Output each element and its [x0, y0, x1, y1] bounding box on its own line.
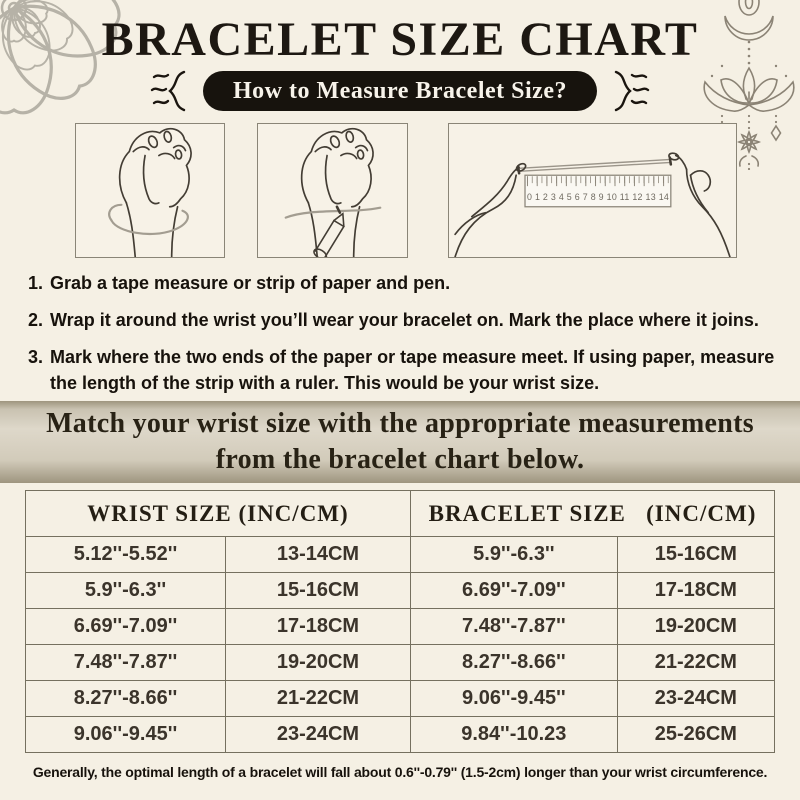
step-text: Mark where the two ends of the paper or …: [50, 347, 775, 394]
bracelet-inch-cell: 9.06''-9.45'': [409, 680, 618, 717]
wrist-cm-cell: 15-16CM: [224, 572, 411, 609]
table-row: 5.12''-5.52'' 13-14CM 5.9''-6.3'' 15-16C…: [25, 536, 776, 573]
wrist-cm-cell: 23-24CM: [224, 716, 411, 753]
table-row: 5.9''-6.3'' 15-16CM 6.69''-7.09'' 17-18C…: [25, 572, 776, 609]
size-table-header-row: WRIST SIZE (INC/CM) BRACELET SIZE (INC/C…: [25, 490, 776, 537]
measuring-steps: 1. Grab a tape measure or strip of paper…: [28, 270, 776, 407]
wrist-cm-cell: 17-18CM: [224, 608, 411, 645]
bracelet-inch-cell: 6.69''-7.09'': [409, 572, 618, 609]
bracelet-cm-cell: 23-24CM: [616, 680, 776, 717]
wrist-cm-cell: 19-20CM: [224, 644, 411, 681]
step-number: 1.: [28, 273, 44, 293]
bracelet-cm-cell: 21-22CM: [616, 644, 776, 681]
page-title: BRACELET SIZE CHART: [101, 13, 699, 66]
step-text: Grab a tape measure or strip of paper an…: [50, 273, 451, 293]
size-table: WRIST SIZE (INC/CM) BRACELET SIZE (INC/C…: [25, 490, 776, 753]
footer-note: Generally, the optimal length of a brace…: [32, 764, 768, 780]
badge-row: How to Measure Bracelet Size?: [0, 68, 800, 114]
table-row: 6.69''-7.09'' 17-18CM 7.48''-7.87'' 19-2…: [25, 608, 776, 645]
wrist-inch-cell: 6.69''-7.09'': [25, 608, 226, 645]
wrist-inch-cell: 9.06''-9.45'': [25, 716, 226, 753]
right-flourish-icon: [614, 70, 650, 112]
wrist-cm-cell: 13-14CM: [224, 536, 411, 573]
bracelet-cm-cell: 25-26CM: [616, 716, 776, 753]
bracelet-cm-cell: 17-18CM: [616, 572, 776, 609]
bracelet-inch-cell: 7.48''-7.87'': [409, 608, 618, 645]
step-3: 3. Mark where the two ends of the paper …: [28, 344, 776, 396]
bracelet-cm-cell: 19-20CM: [616, 608, 776, 645]
wrist-cm-cell: 21-22CM: [224, 680, 411, 717]
hands-with-ruler-sketch: 0 1 2 3 4 5 6 7 8 9 10 11 12 13 14: [454, 152, 731, 257]
ruler-numbers: 0 1 2 3 4 5 6 7 8 9 10 11 12 13 14: [527, 192, 669, 202]
table-row: 7.48''-7.87'' 19-20CM 8.27''-8.66'' 21-2…: [25, 644, 776, 681]
bracelet-inch-cell: 5.9''-6.3'': [409, 536, 618, 573]
banner-line-2: from the bracelet chart below.: [215, 444, 585, 475]
illustration-mark-pen: [257, 123, 408, 258]
bracelet-inch-cell: 8.27''-8.66'': [409, 644, 618, 681]
hand-with-pen-sketch: [284, 127, 382, 257]
left-flourish-icon: [150, 70, 186, 112]
wrist-inch-cell: 5.12''-5.52'': [25, 536, 226, 573]
step-number: 2.: [28, 310, 44, 331]
bracelet-size-header: BRACELET SIZE (INC/CM): [409, 490, 776, 537]
table-row: 9.06''-9.45'' 23-24CM 9.84''-10.23 25-26…: [25, 716, 776, 753]
step-text: Wrap it around the wrist you’ll wear you…: [50, 310, 759, 331]
wrist-inch-cell: 8.27''-8.66'': [25, 680, 226, 717]
step-2: 2. Wrap it around the wrist you’ll wear …: [28, 307, 776, 333]
wrist-size-header: WRIST SIZE (INC/CM): [25, 490, 411, 537]
banner-line-1: Match your wrist size with the appropria…: [46, 407, 754, 439]
bracelet-cm-cell: 15-16CM: [616, 536, 776, 573]
illustration-wrap-tape: [75, 123, 225, 258]
table-row: 8.27''-8.66'' 21-22CM 9.06''-9.45'' 23-2…: [25, 680, 776, 717]
bracelet-inch-cell: 9.84''-10.23: [409, 716, 618, 753]
step-number: 3.: [28, 347, 44, 368]
wrist-inch-cell: 5.9''-6.3'': [25, 572, 226, 609]
hand-with-tape-sketch: [108, 127, 192, 257]
step-1: 1. Grab a tape measure or strip of paper…: [28, 270, 776, 296]
match-instruction-banner: Match your wrist size with the appropria…: [0, 401, 800, 483]
wrist-inch-cell: 7.48''-7.87'': [25, 644, 226, 681]
illustration-ruler-measure: 0 1 2 3 4 5 6 7 8 9 10 11 12 13 14: [448, 123, 737, 258]
how-to-measure-badge: How to Measure Bracelet Size?: [203, 71, 597, 111]
